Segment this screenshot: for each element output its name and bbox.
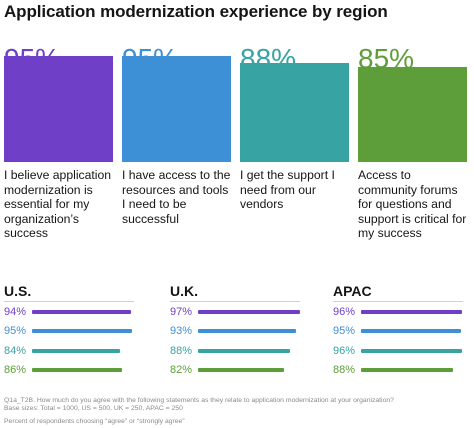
statement-label: I have access to the resources and tools… — [122, 168, 231, 226]
statement-label: I believe application modernization is e… — [4, 168, 112, 240]
region-bar — [361, 329, 461, 333]
overall-bar — [4, 55, 113, 162]
chart-title: Application modernization experience by … — [4, 2, 388, 21]
region-value-label: 93% — [170, 325, 193, 337]
region-bar — [361, 368, 454, 372]
region-bar — [361, 310, 462, 314]
region-value-label: 94% — [4, 306, 27, 318]
region-label: APAC — [333, 283, 372, 299]
statement-label: I get the support I need from our vendor… — [240, 168, 335, 211]
region-value-label: 96% — [333, 345, 356, 357]
region-value-label: 88% — [333, 364, 356, 376]
region-bar — [198, 349, 291, 353]
region-value-label: 96% — [333, 306, 356, 318]
region-divider — [170, 301, 300, 302]
region-bar — [32, 310, 131, 314]
region-divider — [333, 301, 463, 302]
overall-bar — [240, 63, 349, 162]
region-value-label: 97% — [170, 306, 193, 318]
region-value-label: 84% — [4, 345, 27, 357]
region-label: U.K. — [170, 283, 198, 299]
region-label: U.S. — [4, 283, 32, 299]
statement-label: Access to community forums for questions… — [358, 168, 467, 240]
region-bar — [32, 368, 123, 372]
region-divider — [4, 301, 134, 302]
region-value-label: 88% — [170, 345, 193, 357]
region-value-label: 82% — [170, 364, 193, 376]
region-value-label: 95% — [4, 325, 27, 337]
footnote-percent: Percent of respondents choosing “agree” … — [4, 418, 185, 425]
region-bar — [32, 329, 132, 333]
overall-bar — [358, 66, 467, 162]
footnote-base: Base sizes: Total = 1000, US = 500, UK =… — [4, 405, 183, 412]
region-value-label: 95% — [333, 325, 356, 337]
footnote-question: Q1a_T2B. How much do you agree with the … — [4, 397, 394, 404]
region-bar — [361, 349, 462, 353]
region-bar — [32, 349, 121, 353]
region-bar — [198, 329, 296, 333]
region-value-label: 86% — [4, 364, 27, 376]
overall-bar — [122, 55, 231, 162]
region-bar — [198, 368, 285, 372]
region-bar — [198, 310, 300, 314]
